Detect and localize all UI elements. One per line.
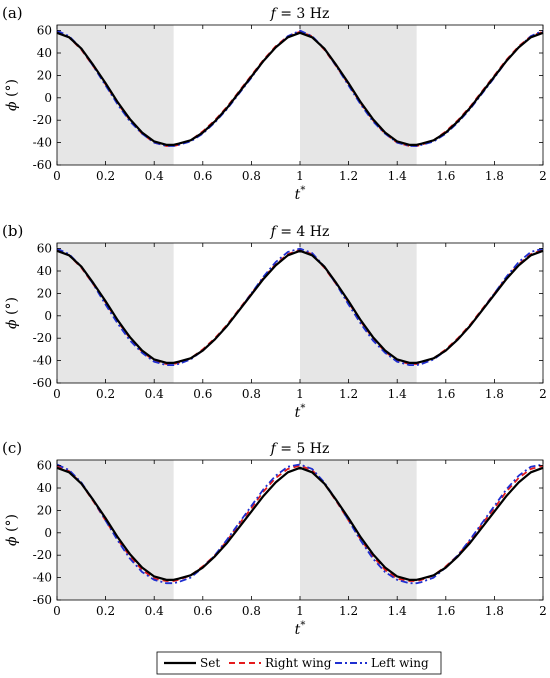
y-tick-label: 60 <box>37 242 52 256</box>
panel-label: (a) <box>2 4 23 22</box>
chart-panel-2: 0 0.2 0.4 0.6 0.8 1 1.2 1.4 1.6 1.8 2 -60 -40 -20 0 20 4… <box>2 222 547 421</box>
panel-title-variable: f <box>270 441 279 457</box>
x-axis-label: t* <box>295 620 306 638</box>
y-tick-label: -20 <box>33 548 52 562</box>
y-tick-label: 40 <box>37 264 52 278</box>
y-axis-label: ϕ (°) <box>4 297 20 329</box>
panel-title-value: = 3 Hz <box>276 6 330 22</box>
x-tick-label: 1.4 <box>388 604 407 618</box>
x-tick-label: 0.4 <box>145 604 164 618</box>
panel-title: f = 5 Hz <box>270 441 330 457</box>
x-tick-label: 1.6 <box>436 387 455 401</box>
x-tick-label: 0.4 <box>145 169 164 183</box>
x-tick-label: 2 <box>539 387 547 401</box>
y-axis-unit: (°) <box>4 297 20 315</box>
y-axis-unit: (°) <box>4 514 20 532</box>
x-axis-superscript: * <box>300 185 305 196</box>
y-tick-label: -20 <box>33 331 52 345</box>
series-line-left-wing <box>56 463 544 585</box>
x-axis-base: t <box>295 405 301 421</box>
y-tick-label: -40 <box>33 136 52 150</box>
y-tick-label: -60 <box>33 376 52 390</box>
legend-box <box>156 651 442 675</box>
y-axis-symbol: ϕ <box>4 532 20 546</box>
y-tick-label: 0 <box>44 526 52 540</box>
x-tick-label: 1 <box>296 604 304 618</box>
x-axis-base: t <box>295 622 301 638</box>
x-tick-label: 0.8 <box>242 169 261 183</box>
x-axis-superscript: * <box>300 620 305 631</box>
x-tick-label: 0.6 <box>193 169 212 183</box>
x-tick-label: 1.4 <box>388 387 407 401</box>
y-tick-label: 60 <box>37 459 52 473</box>
y-axis-label: ϕ (°) <box>4 514 20 546</box>
panel-title: f = 4 Hz <box>270 224 330 240</box>
y-tick-label: 40 <box>37 46 52 60</box>
x-axis-superscript: * <box>300 403 305 414</box>
x-tick-label: 1 <box>296 169 304 183</box>
x-tick-label: 1.2 <box>339 169 358 183</box>
y-tick-label: 20 <box>37 68 52 82</box>
x-axis-label: t* <box>295 185 306 203</box>
x-tick-label: 1.8 <box>485 604 504 618</box>
panel-title: f = 3 Hz <box>270 6 330 22</box>
series-line-set <box>56 31 544 146</box>
x-tick-label: 1.8 <box>485 169 504 183</box>
x-tick-label: 0.6 <box>193 604 212 618</box>
panel-title-value: = 4 Hz <box>276 224 330 240</box>
x-tick-label: 0.8 <box>242 387 261 401</box>
x-tick-label: 0 <box>53 169 61 183</box>
y-axis-label: ϕ (°) <box>4 79 20 111</box>
x-axis-label: t* <box>295 403 306 421</box>
series-line-left-wing <box>56 247 544 366</box>
x-tick-label: 1.2 <box>339 387 358 401</box>
panel-title-variable: f <box>270 224 279 240</box>
y-tick-label: 0 <box>44 91 52 105</box>
x-tick-label: 0.6 <box>193 387 212 401</box>
y-tick-label: -60 <box>33 158 52 172</box>
x-tick-label: 0.8 <box>242 604 261 618</box>
y-tick-label: -40 <box>33 571 52 585</box>
panel-label: (b) <box>2 222 23 240</box>
legend-label-set: Set <box>200 656 220 670</box>
x-tick-label: 0 <box>53 387 61 401</box>
y-tick-label: 0 <box>44 309 52 323</box>
y-tick-label: 60 <box>37 24 52 38</box>
x-tick-label: 0.2 <box>96 604 115 618</box>
x-tick-label: 1.2 <box>339 604 358 618</box>
x-axis-base: t <box>295 187 301 203</box>
y-tick-label: 40 <box>37 481 52 495</box>
y-tick-label: 20 <box>37 286 52 300</box>
chart-panel-1: 0 0.2 0.4 0.6 0.8 1 1.2 1.4 1.6 1.8 2 -60 -40 -20 0 20 4… <box>2 4 547 203</box>
x-tick-label: 0.4 <box>145 387 164 401</box>
y-axis-unit: (°) <box>4 79 20 97</box>
chart-panel-3: 0 0.2 0.4 0.6 0.8 1 1.2 1.4 1.6 1.8 2 -60 -40 -20 0 20 4… <box>2 439 547 638</box>
x-tick-label: 1.4 <box>388 169 407 183</box>
x-tick-label: 2 <box>539 604 547 618</box>
legend-label-right-wing: Right wing <box>265 656 332 670</box>
y-axis-symbol: ϕ <box>4 315 20 329</box>
series-line-set <box>56 466 544 581</box>
y-tick-label: -40 <box>33 354 52 368</box>
y-tick-label: -60 <box>33 593 52 607</box>
x-tick-label: 1.6 <box>436 169 455 183</box>
x-tick-label: 1.8 <box>485 387 504 401</box>
x-tick-label: 0 <box>53 604 61 618</box>
y-tick-label: 20 <box>37 503 52 517</box>
legend: Set Right wing Left wing <box>156 651 442 675</box>
panel-title-variable: f <box>270 6 279 22</box>
x-tick-label: 1.6 <box>436 604 455 618</box>
y-axis-symbol: ϕ <box>4 97 20 111</box>
x-tick-label: 0.2 <box>96 169 115 183</box>
panel-title-value: = 5 Hz <box>276 441 330 457</box>
x-tick-label: 1 <box>296 387 304 401</box>
y-tick-label: -20 <box>33 113 52 127</box>
series-line-set <box>56 249 544 364</box>
legend-label-left-wing: Left wing <box>371 656 429 670</box>
panel-label: (c) <box>2 439 22 457</box>
x-tick-label: 0.2 <box>96 387 115 401</box>
x-tick-label: 2 <box>539 169 547 183</box>
